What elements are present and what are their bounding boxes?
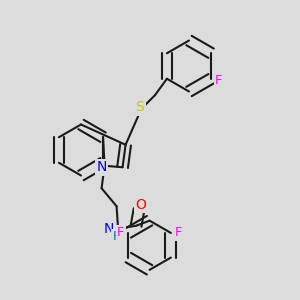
Text: N: N: [96, 160, 107, 174]
Text: S: S: [136, 100, 144, 114]
Text: F: F: [215, 74, 222, 87]
Text: H: H: [112, 230, 122, 243]
Text: N: N: [104, 222, 114, 236]
Text: F: F: [175, 226, 182, 239]
Text: O: O: [135, 198, 146, 212]
Text: F: F: [117, 226, 124, 239]
